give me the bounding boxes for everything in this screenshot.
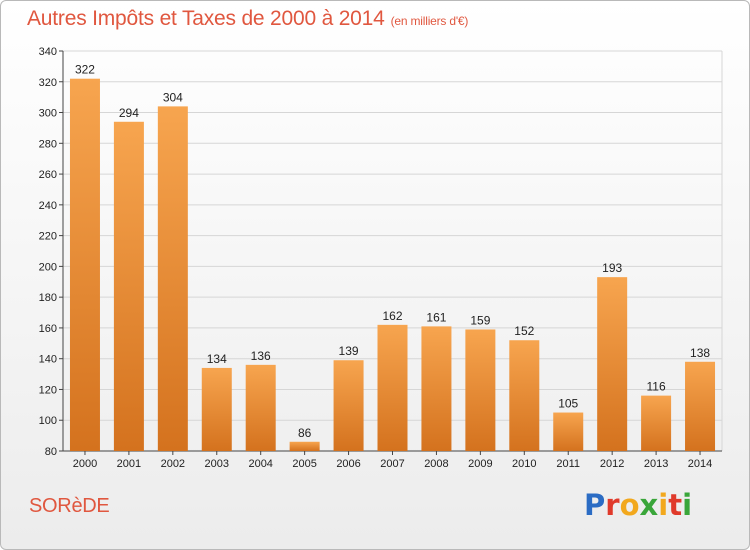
- chart-title-text: Autres Impôts et Taxes de 2000 à 2014: [27, 7, 385, 30]
- x-tick-label: 2007: [380, 458, 404, 470]
- bar-2007: [377, 324, 408, 451]
- data-label-2006: 139: [339, 344, 359, 358]
- x-tick-label: 2005: [292, 458, 316, 470]
- logo-letter: t: [668, 488, 683, 522]
- bar-2013: [641, 395, 672, 451]
- y-tick-label: 320: [39, 77, 57, 89]
- bar-2001: [113, 121, 144, 452]
- bars: [69, 78, 716, 452]
- y-tick-label: 300: [39, 108, 57, 120]
- x-tick-label: 2006: [336, 458, 360, 470]
- logo-letter: r: [605, 488, 620, 522]
- bar-2014: [685, 361, 716, 451]
- y-tick-label: 240: [39, 200, 57, 212]
- x-tick-label: 2001: [117, 458, 141, 470]
- bar-2005: [289, 441, 320, 451]
- bar-2002: [157, 106, 188, 451]
- data-label-2010: 152: [514, 324, 534, 338]
- bar-2008: [421, 326, 452, 451]
- x-tick-label: 2004: [248, 458, 272, 470]
- x-tick-label: 2008: [424, 458, 448, 470]
- y-tick-label: 280: [39, 138, 57, 150]
- x-tick-label: 2002: [161, 458, 185, 470]
- logo-letter: i: [682, 488, 693, 522]
- data-label-2013: 116: [647, 380, 666, 394]
- data-label-2005: 86: [298, 426, 312, 440]
- x-tick-label: 2009: [468, 458, 492, 470]
- data-label-2014: 138: [690, 346, 710, 360]
- bar-2009: [465, 329, 496, 451]
- data-label-2007: 162: [382, 309, 402, 323]
- data-labels: 322 294 304 134 136 86 139 162 161 159 152 105 193 11…: [75, 63, 710, 440]
- y-tick-label: 340: [39, 46, 57, 58]
- logo-letter: o: [619, 488, 640, 522]
- bar-2003: [201, 367, 232, 451]
- y-tick-label: 260: [39, 169, 57, 181]
- bar-2010: [509, 340, 540, 451]
- bar-2006: [333, 360, 364, 451]
- data-label-2003: 134: [207, 352, 227, 366]
- bar-2012: [597, 277, 628, 451]
- data-label-2008: 161: [426, 310, 446, 324]
- y-tick-label: 200: [39, 261, 57, 273]
- data-label-2002: 304: [163, 90, 183, 104]
- chart-title: Autres Impôts et Taxes de 2000 à 2014 (en…: [27, 7, 468, 31]
- y-tick-labels: 80 100 120 140 160 180 200 220 240 260 280 300 320 34…: [39, 46, 57, 458]
- x-tick-label: 2010: [512, 458, 536, 470]
- x-tick-label: 2014: [688, 458, 712, 470]
- x-tick-label: 2012: [600, 458, 624, 470]
- data-label-2004: 136: [251, 349, 271, 363]
- proxiti-logo[interactable]: Proxiti: [584, 488, 692, 522]
- x-tick-label: 2003: [205, 458, 229, 470]
- logo-letter: i: [658, 488, 669, 522]
- y-tick-label: 140: [39, 354, 57, 366]
- y-tick-label: 120: [39, 384, 57, 396]
- logo-letter: x: [639, 488, 659, 522]
- x-tick-label: 2000: [73, 458, 97, 470]
- data-label-2001: 294: [119, 106, 139, 120]
- bar-2000: [69, 78, 100, 451]
- y-tick-label: 80: [45, 446, 57, 458]
- y-tick-label: 220: [39, 231, 57, 243]
- bar-2004: [245, 364, 276, 451]
- data-label-2011: 105: [558, 397, 578, 411]
- bar-2011: [553, 412, 584, 451]
- y-tick-label: 100: [39, 415, 57, 427]
- data-label-2012: 193: [602, 261, 622, 275]
- chart-subtitle: (en milliers d'€): [390, 14, 469, 28]
- y-tick-label: 180: [39, 292, 57, 304]
- y-tick-label: 160: [39, 323, 57, 335]
- data-label-2009: 159: [470, 313, 490, 327]
- x-tick-labels: 2000 2001 2002 2003 2004 2005 2006 2007 2008 2009…: [73, 458, 713, 470]
- x-tick-label: 2013: [644, 458, 668, 470]
- logo-letter: P: [584, 488, 606, 522]
- commune-name: SORèDE: [29, 495, 110, 517]
- x-tick-label: 2011: [556, 458, 580, 470]
- data-label-2000: 322: [75, 63, 95, 77]
